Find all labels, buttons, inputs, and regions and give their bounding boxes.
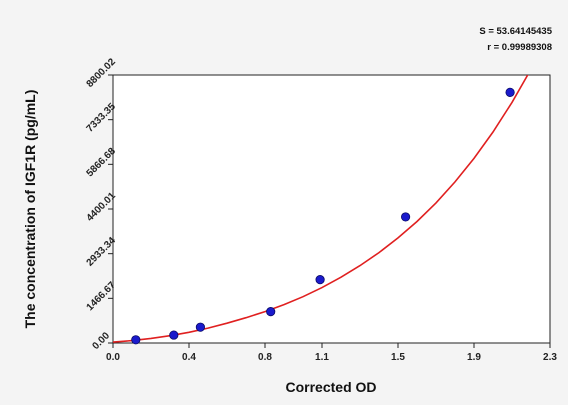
x-tick-label: 0.4 [182,352,196,363]
s-value-label: S = 53.64145435 [479,26,552,37]
data-point [400,212,411,222]
x-axis-title: Corrected OD [285,379,376,395]
plot-area [112,74,551,344]
x-tick-label: 1.5 [391,352,405,363]
x-axis-ticks: 0.0 0.4 0.8 1.1 1.5 1.9 2.3 [106,343,557,363]
data-point [131,335,141,345]
data-point [505,87,515,97]
data-point [195,322,205,332]
data-point [266,307,276,317]
x-tick-label: 1.1 [315,352,329,363]
data-points-layer [131,87,515,345]
y-tick-label: 0.00 [90,330,112,352]
data-point [315,275,325,285]
x-tick-label: 0.0 [106,352,120,363]
x-tick-label: 0.8 [258,352,272,363]
y-axis-title: The concentration of IGF1R (pg/mL) [22,90,38,329]
fit-curve-layer [113,75,529,343]
x-tick-label: 1.9 [467,352,481,363]
r-value-label: r = 0.99989308 [487,42,552,53]
data-point [169,330,179,340]
fit-curve-line [113,75,529,343]
x-tick-label: 2.3 [543,352,557,363]
